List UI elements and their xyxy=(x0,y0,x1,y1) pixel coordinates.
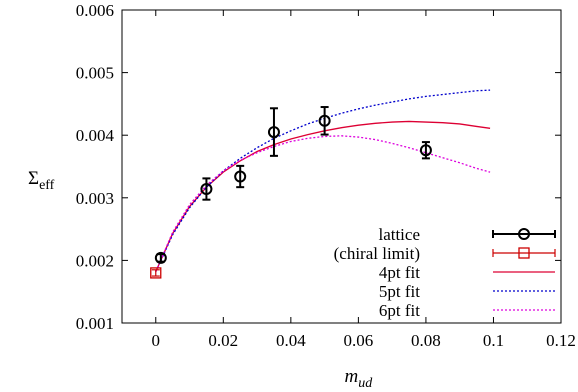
y-tick-label: 0.006 xyxy=(76,1,114,20)
data-point xyxy=(419,144,432,157)
x-axis-title: mud xyxy=(345,366,374,391)
legend-sample-marker xyxy=(518,228,530,240)
x-axis-title-main: m xyxy=(345,366,359,387)
x-tick-label: 0 xyxy=(152,331,161,350)
legend-label: 6pt fit xyxy=(379,301,420,320)
y-tick-label: 0.001 xyxy=(76,314,114,333)
y-axis-title: Σeff xyxy=(28,168,55,193)
legend-label: 4pt fit xyxy=(379,263,420,282)
data-point xyxy=(234,170,247,183)
legend-label: 5pt fit xyxy=(379,282,420,301)
data-point xyxy=(318,114,331,127)
legend-label: (chiral limit) xyxy=(334,244,420,263)
y-tick-label: 0.002 xyxy=(76,251,114,270)
fit-line-6pt-fit xyxy=(155,135,491,272)
x-tick-label: 0.1 xyxy=(483,331,504,350)
plot-frame xyxy=(121,9,562,324)
y-tick-label: 0.004 xyxy=(76,126,115,145)
x-tick-label: 0.12 xyxy=(546,331,576,350)
y-tick-label: 0.005 xyxy=(76,64,114,83)
y-axis-title-sub: eff xyxy=(39,178,55,193)
legend-label: lattice xyxy=(378,225,420,244)
x-tick-label: 0.02 xyxy=(208,331,238,350)
x-tick-label: 0.06 xyxy=(344,331,374,350)
chiral-limit-point xyxy=(150,267,162,279)
legend-sample-marker xyxy=(518,247,530,259)
y-axis-title-main: Σ xyxy=(28,168,39,189)
plot-elements: 0 0.02 0.04 0.06 0.08 0.1 0.12 0.001 0.002 0.003 0… xyxy=(28,1,576,391)
data-point xyxy=(154,251,167,264)
x-tick-label: 0.08 xyxy=(411,331,441,350)
data-point xyxy=(200,183,213,196)
x-tick-label: 0.04 xyxy=(276,331,306,350)
y-tick-label: 0.003 xyxy=(76,189,114,208)
data-point xyxy=(267,126,280,139)
x-axis-title-sub: ud xyxy=(358,376,373,391)
